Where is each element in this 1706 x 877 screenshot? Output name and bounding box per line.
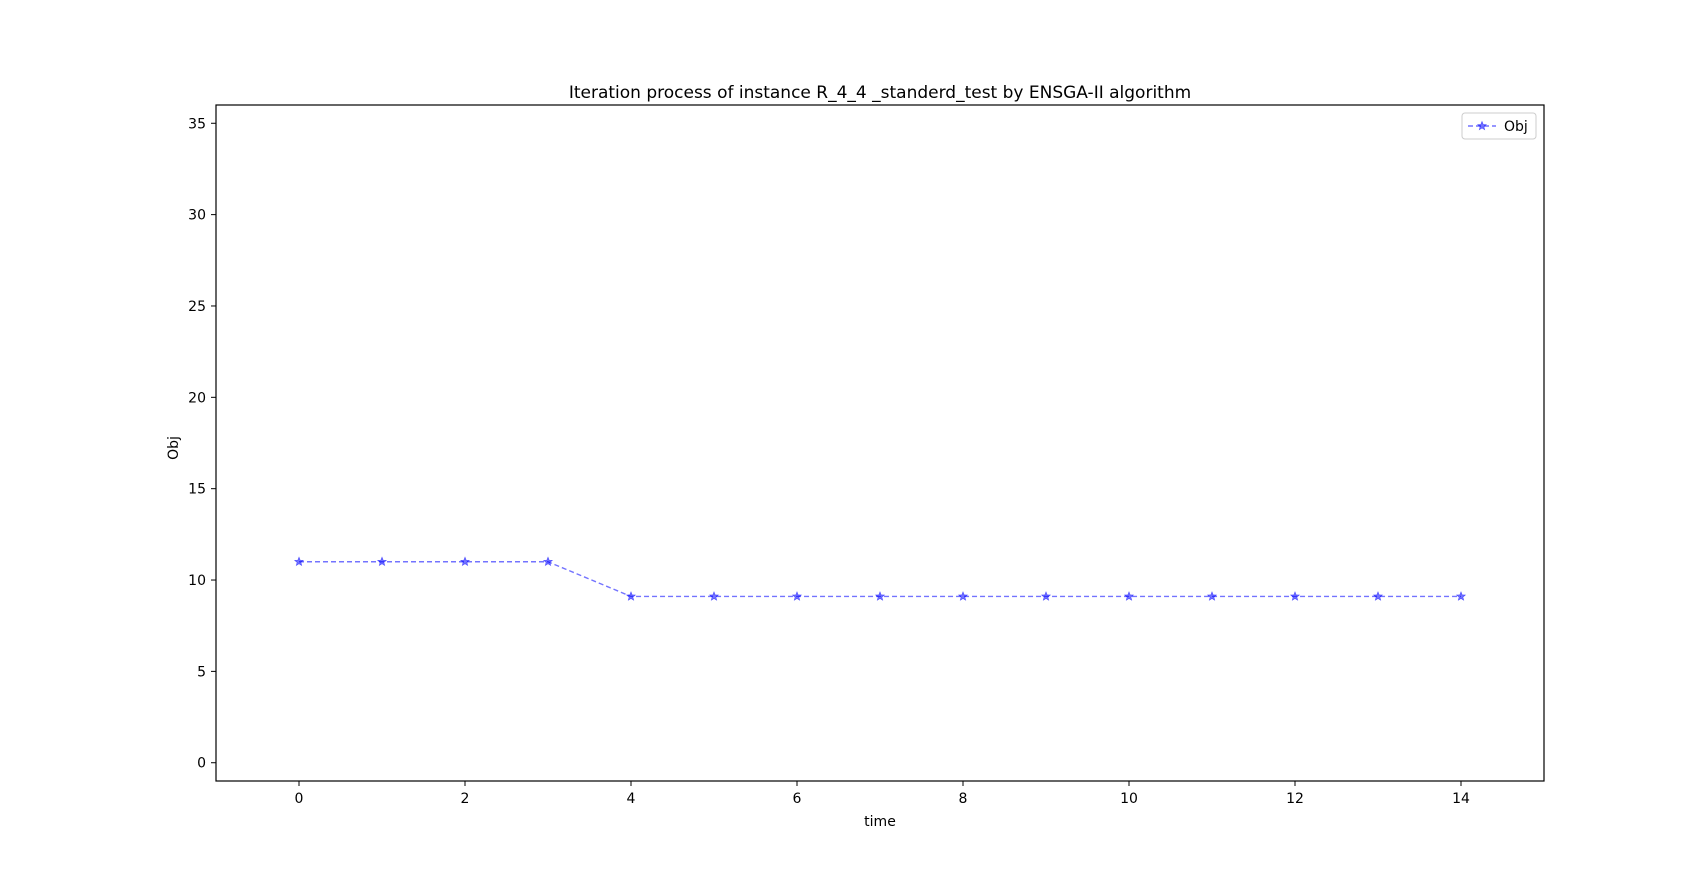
data-point	[1289, 591, 1301, 601]
x-tick-label: 6	[793, 791, 802, 807]
data-point	[459, 556, 471, 567]
y-tick-label: 35	[188, 116, 206, 132]
x-tick-label: 10	[1120, 791, 1138, 807]
y-axis-label: Obj	[166, 436, 182, 460]
legend-label: Obj	[1504, 119, 1528, 135]
data-point	[1372, 591, 1384, 601]
data-point	[376, 556, 388, 567]
legend: Obj	[1461, 112, 1537, 140]
data-point	[791, 591, 803, 601]
y-tick-label: 5	[197, 664, 206, 680]
data-point	[1455, 591, 1467, 601]
series-layer	[293, 556, 1467, 601]
data-point	[542, 556, 554, 567]
legend-marker	[1476, 120, 1488, 131]
x-tick-label: 2	[461, 791, 470, 807]
x-tick-label: 0	[295, 791, 304, 807]
y-axis: 0 5 10 15 20 25 30 35	[188, 116, 216, 772]
x-axis: 0 2 4 6 8 10 12 14	[295, 781, 1470, 807]
data-point	[957, 591, 969, 601]
data-point	[1123, 591, 1135, 601]
y-tick-label: 0	[197, 756, 206, 772]
data-point	[1040, 591, 1052, 601]
y-tick-label: 10	[188, 573, 206, 589]
y-tick-label: 20	[188, 390, 206, 406]
plot-frame	[215, 104, 1545, 782]
x-tick-label: 8	[959, 791, 968, 807]
plot-area	[215, 104, 1545, 782]
x-tick-label: 12	[1286, 791, 1304, 807]
data-point	[625, 591, 637, 601]
data-point	[1206, 591, 1218, 601]
y-tick-label: 25	[188, 299, 206, 315]
x-tick-label: 14	[1452, 791, 1470, 807]
y-tick-label: 15	[188, 482, 206, 498]
x-axis-label: time	[864, 814, 896, 830]
legend-box	[1461, 112, 1537, 140]
data-point	[874, 591, 886, 601]
x-tick-label: 4	[627, 791, 636, 807]
chart-title: Iteration process of instance R_4_4 _sta…	[569, 83, 1191, 103]
y-tick-label: 30	[188, 208, 206, 224]
data-point	[708, 591, 720, 601]
data-point	[293, 556, 305, 567]
